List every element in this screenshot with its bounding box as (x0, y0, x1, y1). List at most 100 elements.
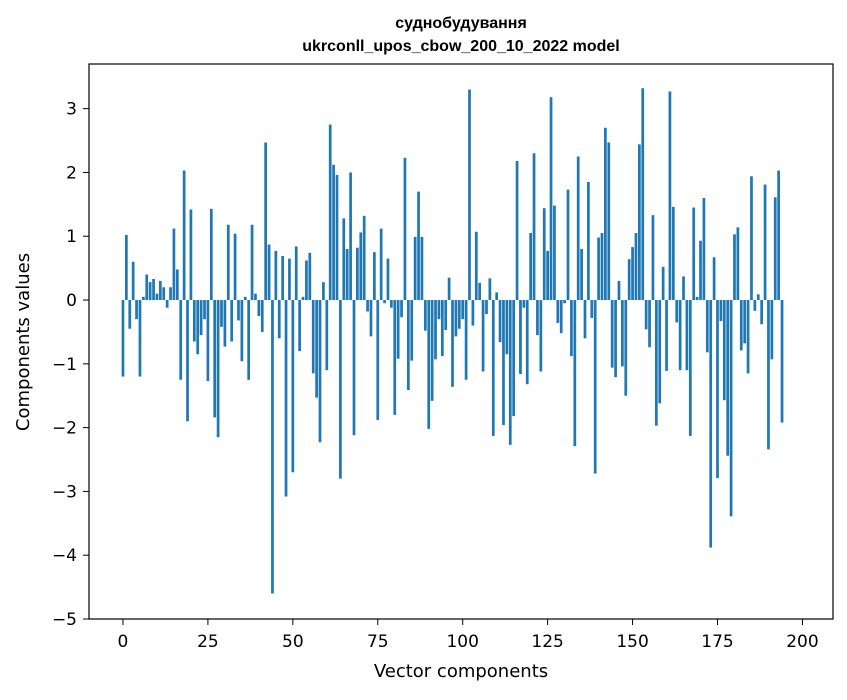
bar (437, 300, 441, 320)
bar (600, 233, 604, 301)
bar (226, 224, 230, 301)
bar (695, 296, 699, 301)
bar (491, 300, 495, 436)
bar (675, 300, 679, 323)
bar (423, 300, 427, 331)
bar (366, 300, 369, 312)
bar (138, 300, 142, 377)
bar (658, 300, 662, 404)
bar (284, 300, 288, 497)
bar (213, 300, 217, 418)
x-axis-label: Vector components (374, 661, 548, 682)
bar (457, 300, 461, 329)
bar (254, 293, 257, 301)
bar (420, 236, 424, 301)
bar (468, 89, 471, 301)
chart-subtitle: ukrconll_upos_cbow_200_10_2022 model (302, 38, 619, 55)
bar (464, 300, 468, 380)
bar (362, 215, 366, 301)
bar (539, 300, 543, 372)
bar (777, 170, 780, 301)
bar (665, 300, 668, 371)
bar (128, 300, 132, 329)
bar (746, 300, 750, 374)
x-tick-label: 50 (282, 632, 304, 652)
plot-frame (88, 63, 834, 620)
bar (277, 300, 281, 339)
y-tick-label: 2 (66, 163, 77, 183)
bar (271, 300, 274, 594)
bar (165, 300, 169, 308)
bar (610, 300, 614, 368)
bar (553, 205, 556, 301)
bar (770, 300, 774, 360)
bar (631, 247, 634, 301)
bar (233, 233, 237, 301)
bar (546, 250, 549, 301)
bar (427, 300, 431, 429)
bar (488, 278, 492, 301)
y-tick-label: −3 (52, 482, 77, 502)
bar (230, 300, 234, 342)
bar (549, 97, 553, 301)
bar (682, 276, 685, 301)
bar (403, 157, 407, 301)
bar (264, 142, 268, 301)
bar (247, 300, 251, 380)
bar (736, 227, 740, 301)
x-tick-label: 25 (197, 632, 219, 652)
bar (692, 207, 696, 301)
bar (573, 300, 577, 447)
x-tick-label: 0 (118, 632, 129, 652)
bar (345, 249, 349, 301)
bar (495, 292, 499, 301)
bar (621, 300, 624, 367)
bar (763, 184, 767, 301)
bar (318, 300, 322, 443)
bar (576, 156, 580, 301)
bar (155, 293, 159, 301)
bar (756, 294, 760, 301)
bar (373, 252, 376, 301)
bar (743, 300, 747, 344)
y-tick-label: 3 (66, 100, 77, 120)
bar (186, 300, 189, 422)
bar (294, 246, 298, 301)
bar (301, 296, 305, 301)
bar (430, 300, 434, 401)
bar (237, 300, 240, 321)
bar (638, 144, 641, 301)
bar (182, 170, 186, 301)
bar (726, 300, 730, 456)
bar (413, 236, 417, 301)
bar (542, 208, 546, 301)
bar (780, 300, 784, 423)
bar (644, 300, 648, 330)
bar (291, 300, 295, 473)
bar (369, 300, 373, 337)
bar (189, 209, 193, 301)
x-tick-label: 150 (616, 632, 648, 652)
y-tick-label: −2 (52, 419, 77, 439)
bar (216, 300, 220, 438)
bar (444, 300, 448, 331)
bar (705, 300, 709, 353)
bar (654, 300, 658, 426)
bar (702, 197, 706, 301)
bar (335, 175, 339, 301)
bar (274, 250, 278, 301)
bar (267, 244, 271, 301)
bar (206, 300, 210, 382)
bar (243, 296, 247, 301)
x-axis-ticks: 0 25 50 75 100 125 150 175 200 (118, 619, 819, 652)
bar (607, 142, 611, 301)
bar (209, 208, 213, 301)
bar (709, 300, 713, 548)
bar (332, 164, 335, 301)
bar (651, 215, 655, 301)
bar (172, 228, 176, 301)
bar (158, 280, 162, 301)
bar (481, 300, 485, 372)
